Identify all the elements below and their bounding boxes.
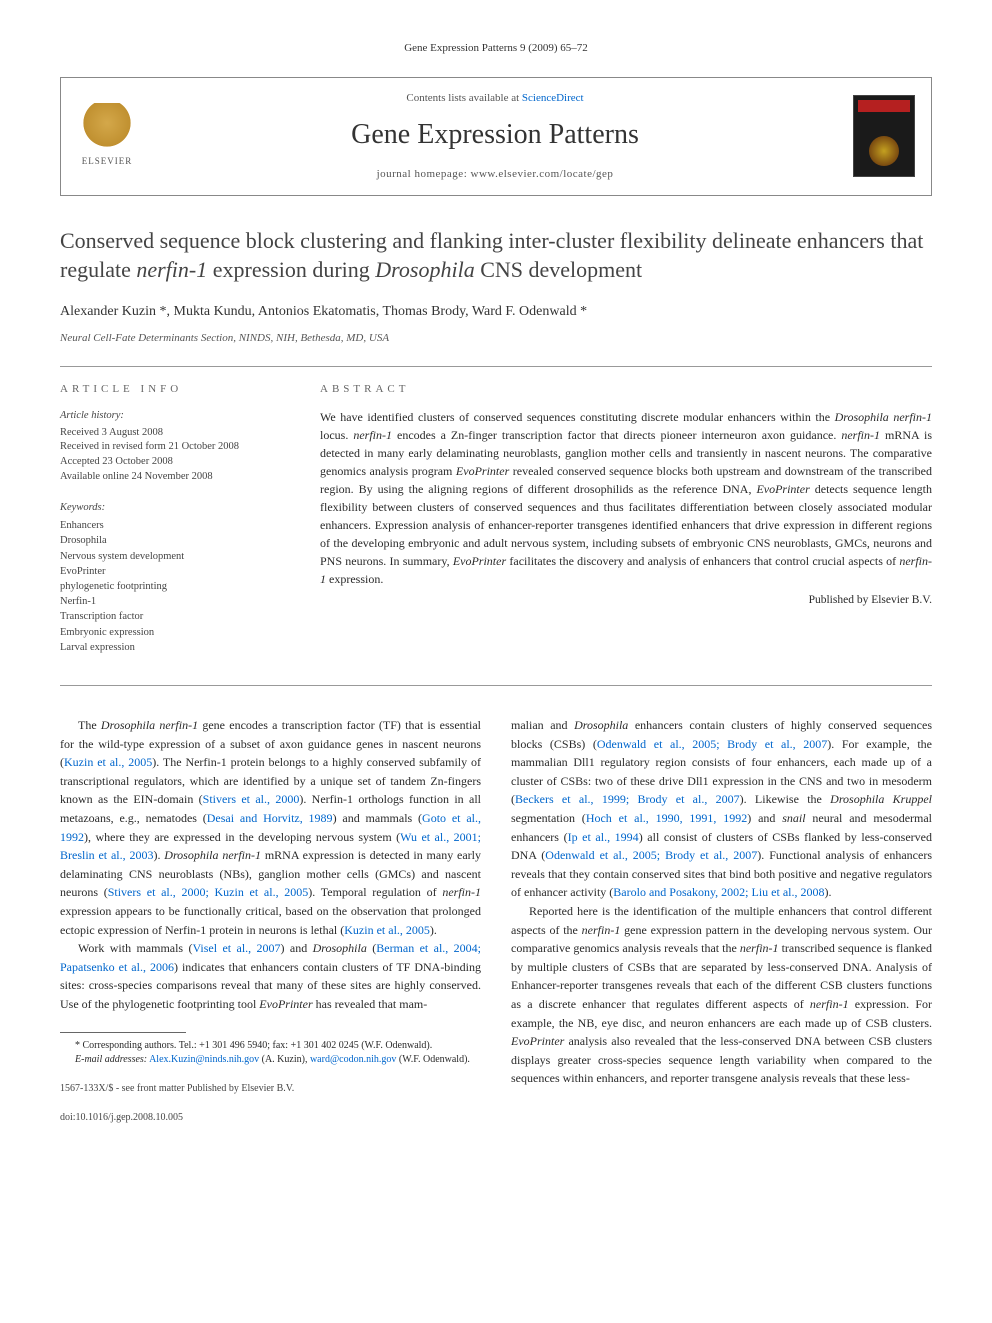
keyword-item: Enhancers [60,518,280,533]
contents-available-line: Contents lists available at ScienceDirec… [137,90,853,107]
history-item: Accepted 23 October 2008 [60,455,280,470]
history-item: Received in revised form 21 October 2008 [60,440,280,455]
header-center: Contents lists available at ScienceDirec… [137,90,853,183]
journal-name: Gene Expression Patterns [137,114,853,156]
body-paragraph: The Drosophila nerfin-1 gene encodes a t… [60,716,481,939]
footnote-separator [60,1032,186,1033]
authors-line: Alexander Kuzin *, Mukta Kundu, Antonios… [60,301,932,322]
history-item: Available online 24 November 2008 [60,470,280,485]
journal-homepage-line: journal homepage: www.elsevier.com/locat… [137,166,853,183]
abstract-column: ABSTRACT We have identified clusters of … [320,381,932,655]
body-paragraph: Reported here is the identification of t… [511,902,932,1088]
elsevier-logo: ELSEVIER [77,101,137,171]
sciencedirect-link[interactable]: ScienceDirect [522,92,584,104]
body-paragraph: malian and Drosophila enhancers contain … [511,716,932,902]
keyword-item: phylogenetic footprinting [60,579,280,594]
abstract-text: We have identified clusters of conserved… [320,408,932,588]
contents-text: Contents lists available at [406,92,521,104]
published-by: Published by Elsevier B.V. [320,592,932,609]
doi-line: doi:10.1016/j.gep.2008.10.005 [60,1110,481,1126]
email-link[interactable]: Alex.Kuzin@ninds.nih.gov [149,1054,259,1065]
footnote-emails: E-mail addresses: Alex.Kuzin@ninds.nih.g… [60,1053,481,1067]
keyword-item: Embryonic expression [60,625,280,640]
elsevier-label: ELSEVIER [82,155,133,169]
article-title: Conserved sequence block clustering and … [60,226,932,285]
email-link[interactable]: ward@codon.nih.gov [310,1054,396,1065]
keywords-label: Keywords: [60,500,280,516]
body-columns: The Drosophila nerfin-1 gene encodes a t… [60,716,932,1126]
keyword-item: Drosophila [60,533,280,548]
email-who: (A. Kuzin), [259,1054,310,1065]
history-item: Received 3 August 2008 [60,426,280,441]
article-history-label: Article history: [60,408,280,424]
affiliation: Neural Cell-Fate Determinants Section, N… [60,330,932,347]
article-info-column: ARTICLE INFO Article history: Received 3… [60,381,280,655]
divider-top [60,366,932,367]
journal-header-box: ELSEVIER Contents lists available at Sci… [60,77,932,196]
journal-cover-thumbnail [853,95,915,177]
email-who: (W.F. Odenwald). [396,1054,470,1065]
keyword-item: Nerfin-1 [60,594,280,609]
divider-bottom [60,685,932,686]
journal-reference: Gene Expression Patterns 9 (2009) 65–72 [60,40,932,57]
footnote-corresponding: * Corresponding authors. Tel.: +1 301 49… [60,1039,481,1053]
right-column: malian and Drosophila enhancers contain … [511,716,932,1126]
keyword-item: Larval expression [60,640,280,655]
keyword-item: EvoPrinter [60,564,280,579]
keyword-item: Transcription factor [60,609,280,624]
abstract-label: ABSTRACT [320,381,932,398]
body-paragraph: Work with mammals (Visel et al., 2007) a… [60,939,481,1013]
left-column: The Drosophila nerfin-1 gene encodes a t… [60,716,481,1126]
info-abstract-row: ARTICLE INFO Article history: Received 3… [60,381,932,655]
front-matter-line: 1567-133X/$ - see front matter Published… [60,1081,481,1097]
article-info-label: ARTICLE INFO [60,381,280,398]
keyword-item: Nervous system development [60,549,280,564]
elsevier-tree-icon [82,103,132,153]
email-label: E-mail addresses: [75,1054,147,1065]
